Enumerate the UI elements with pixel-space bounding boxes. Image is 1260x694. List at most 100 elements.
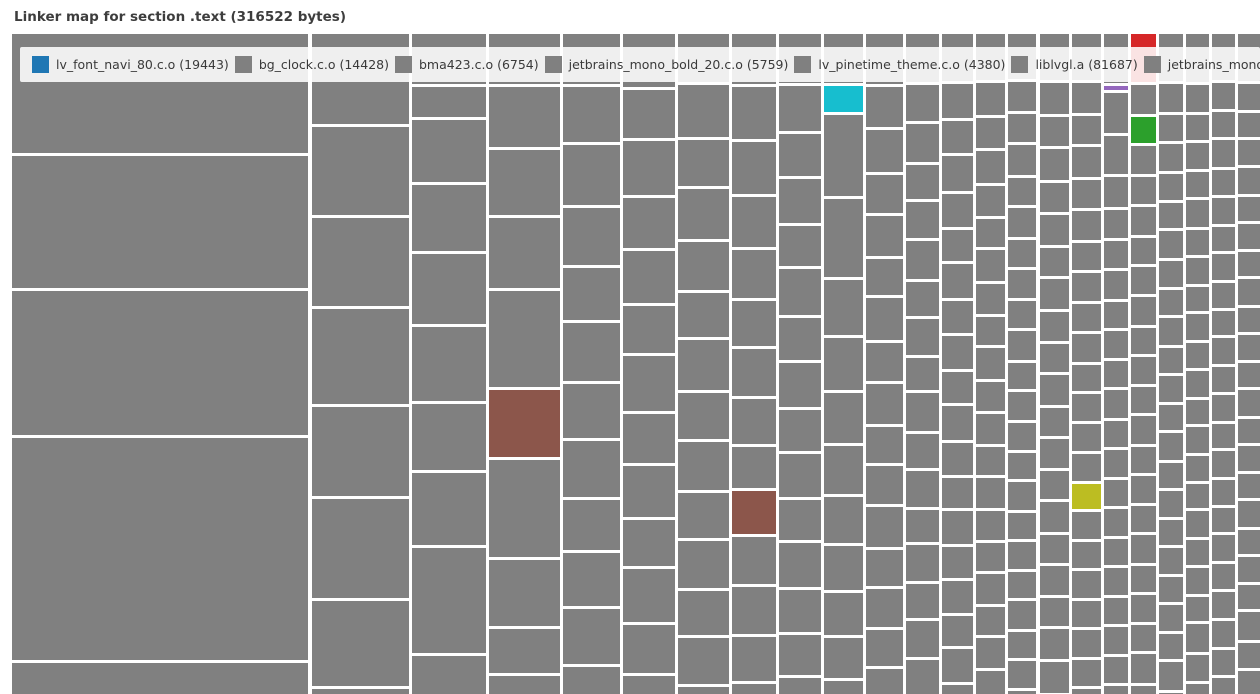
treemap-cell[interactable] xyxy=(1159,577,1183,602)
treemap-cell[interactable] xyxy=(824,115,863,196)
treemap-cell[interactable] xyxy=(1008,601,1036,629)
treemap-cell[interactable] xyxy=(906,165,939,199)
treemap-cell[interactable] xyxy=(1131,416,1156,444)
treemap-cell[interactable] xyxy=(12,156,308,288)
treemap-cell[interactable] xyxy=(1040,344,1069,372)
treemap-cell[interactable] xyxy=(678,393,729,439)
treemap-cell[interactable] xyxy=(1104,93,1128,133)
treemap-cell[interactable] xyxy=(906,202,939,238)
treemap-cell[interactable] xyxy=(1212,254,1235,280)
treemap-cell[interactable] xyxy=(312,601,409,686)
treemap-cell[interactable] xyxy=(1238,335,1260,360)
treemap-cell[interactable] xyxy=(976,543,1005,571)
treemap-cell[interactable] xyxy=(1238,252,1260,276)
treemap-cell[interactable] xyxy=(976,186,1005,216)
treemap-cell[interactable] xyxy=(1131,625,1156,651)
treemap-cell[interactable] xyxy=(1186,655,1209,681)
treemap-cell[interactable] xyxy=(563,87,620,142)
treemap-cell[interactable] xyxy=(1104,568,1128,595)
treemap-cell[interactable] xyxy=(1104,686,1128,694)
treemap-cell[interactable] xyxy=(1008,423,1036,450)
treemap-cell[interactable] xyxy=(906,124,939,162)
treemap-cell[interactable] xyxy=(563,323,620,381)
treemap-cell[interactable] xyxy=(1104,136,1128,174)
treemap-cell[interactable] xyxy=(1072,630,1101,657)
treemap-cell[interactable] xyxy=(906,282,939,316)
treemap-cell[interactable] xyxy=(678,442,729,490)
treemap-cell[interactable] xyxy=(942,84,973,118)
treemap-cell[interactable] xyxy=(866,384,903,424)
treemap-cell[interactable] xyxy=(906,319,939,355)
treemap-cell[interactable] xyxy=(1008,270,1036,298)
treemap-cell[interactable] xyxy=(678,591,729,635)
treemap-cell[interactable] xyxy=(779,635,821,675)
treemap-cell[interactable] xyxy=(1008,301,1036,328)
treemap-cell[interactable] xyxy=(1238,113,1260,137)
treemap-cell[interactable] xyxy=(779,454,821,497)
treemap-cell[interactable] xyxy=(412,404,486,470)
treemap-cell[interactable] xyxy=(1104,509,1128,536)
treemap-cell[interactable] xyxy=(1008,572,1036,598)
treemap-cell[interactable] xyxy=(1238,501,1260,527)
treemap-cell[interactable] xyxy=(623,569,675,622)
treemap-cell[interactable] xyxy=(1159,405,1183,430)
treemap-cell[interactable] xyxy=(563,500,620,550)
treemap-cell[interactable] xyxy=(623,251,675,303)
treemap-cell[interactable] xyxy=(1186,484,1209,508)
treemap-cell[interactable] xyxy=(1072,454,1101,481)
treemap-cell[interactable] xyxy=(1238,390,1260,416)
treemap-cell[interactable] xyxy=(1072,83,1101,113)
treemap-cell[interactable] xyxy=(1040,471,1069,499)
treemap-cell[interactable] xyxy=(563,384,620,438)
treemap-cell[interactable] xyxy=(1212,311,1235,335)
treemap-cell[interactable] xyxy=(412,473,486,545)
treemap-cell[interactable] xyxy=(1072,116,1101,144)
treemap-cell[interactable] xyxy=(489,291,560,387)
treemap-cell[interactable] xyxy=(1072,424,1101,451)
treemap-cell[interactable] xyxy=(1186,597,1209,621)
treemap-cell[interactable] xyxy=(1186,624,1209,652)
treemap-cell[interactable] xyxy=(623,198,675,248)
treemap-cell[interactable] xyxy=(1159,463,1183,488)
treemap-cell[interactable] xyxy=(779,269,821,315)
treemap-cell[interactable] xyxy=(1159,520,1183,545)
treemap-cell[interactable] xyxy=(1131,595,1156,622)
treemap-cell[interactable] xyxy=(1238,308,1260,332)
treemap-cell[interactable] xyxy=(1131,117,1156,143)
treemap-cell[interactable] xyxy=(1159,290,1183,315)
treemap-cell[interactable] xyxy=(1008,363,1036,389)
treemap-cell[interactable] xyxy=(1131,146,1156,174)
treemap-cell[interactable] xyxy=(312,499,409,598)
treemap-cell[interactable] xyxy=(563,609,620,664)
treemap-cell[interactable] xyxy=(1186,200,1209,227)
treemap-cell[interactable] xyxy=(976,317,1005,345)
treemap-cell[interactable] xyxy=(779,86,821,131)
treemap-cell[interactable] xyxy=(623,356,675,411)
treemap-cell[interactable] xyxy=(1131,328,1156,354)
treemap-cell[interactable] xyxy=(732,349,776,396)
treemap-cell[interactable] xyxy=(1040,598,1069,626)
treemap-cell[interactable] xyxy=(1008,145,1036,175)
treemap-cell[interactable] xyxy=(1159,174,1183,200)
treemap-cell[interactable] xyxy=(489,390,560,457)
treemap-cell[interactable] xyxy=(623,625,675,673)
treemap-cell[interactable] xyxy=(1212,508,1235,532)
treemap-cell[interactable] xyxy=(678,293,729,337)
treemap-cell[interactable] xyxy=(489,676,560,694)
treemap-cell[interactable] xyxy=(1212,678,1235,694)
treemap-cell[interactable] xyxy=(976,607,1005,635)
treemap-cell[interactable] xyxy=(976,511,1005,540)
treemap-cell[interactable] xyxy=(732,301,776,346)
treemap-cell[interactable] xyxy=(779,410,821,451)
treemap-cell[interactable] xyxy=(906,85,939,121)
treemap-cell[interactable] xyxy=(942,372,973,403)
treemap-cell[interactable] xyxy=(1238,197,1260,221)
treemap-cell[interactable] xyxy=(1159,318,1183,345)
treemap-cell[interactable] xyxy=(1159,144,1183,171)
treemap-cell[interactable] xyxy=(412,327,486,401)
treemap-cell[interactable] xyxy=(1008,632,1036,658)
treemap-cell[interactable] xyxy=(976,151,1005,183)
treemap-cell[interactable] xyxy=(824,497,863,543)
treemap-cell[interactable] xyxy=(942,478,973,508)
treemap-cell[interactable] xyxy=(779,318,821,360)
